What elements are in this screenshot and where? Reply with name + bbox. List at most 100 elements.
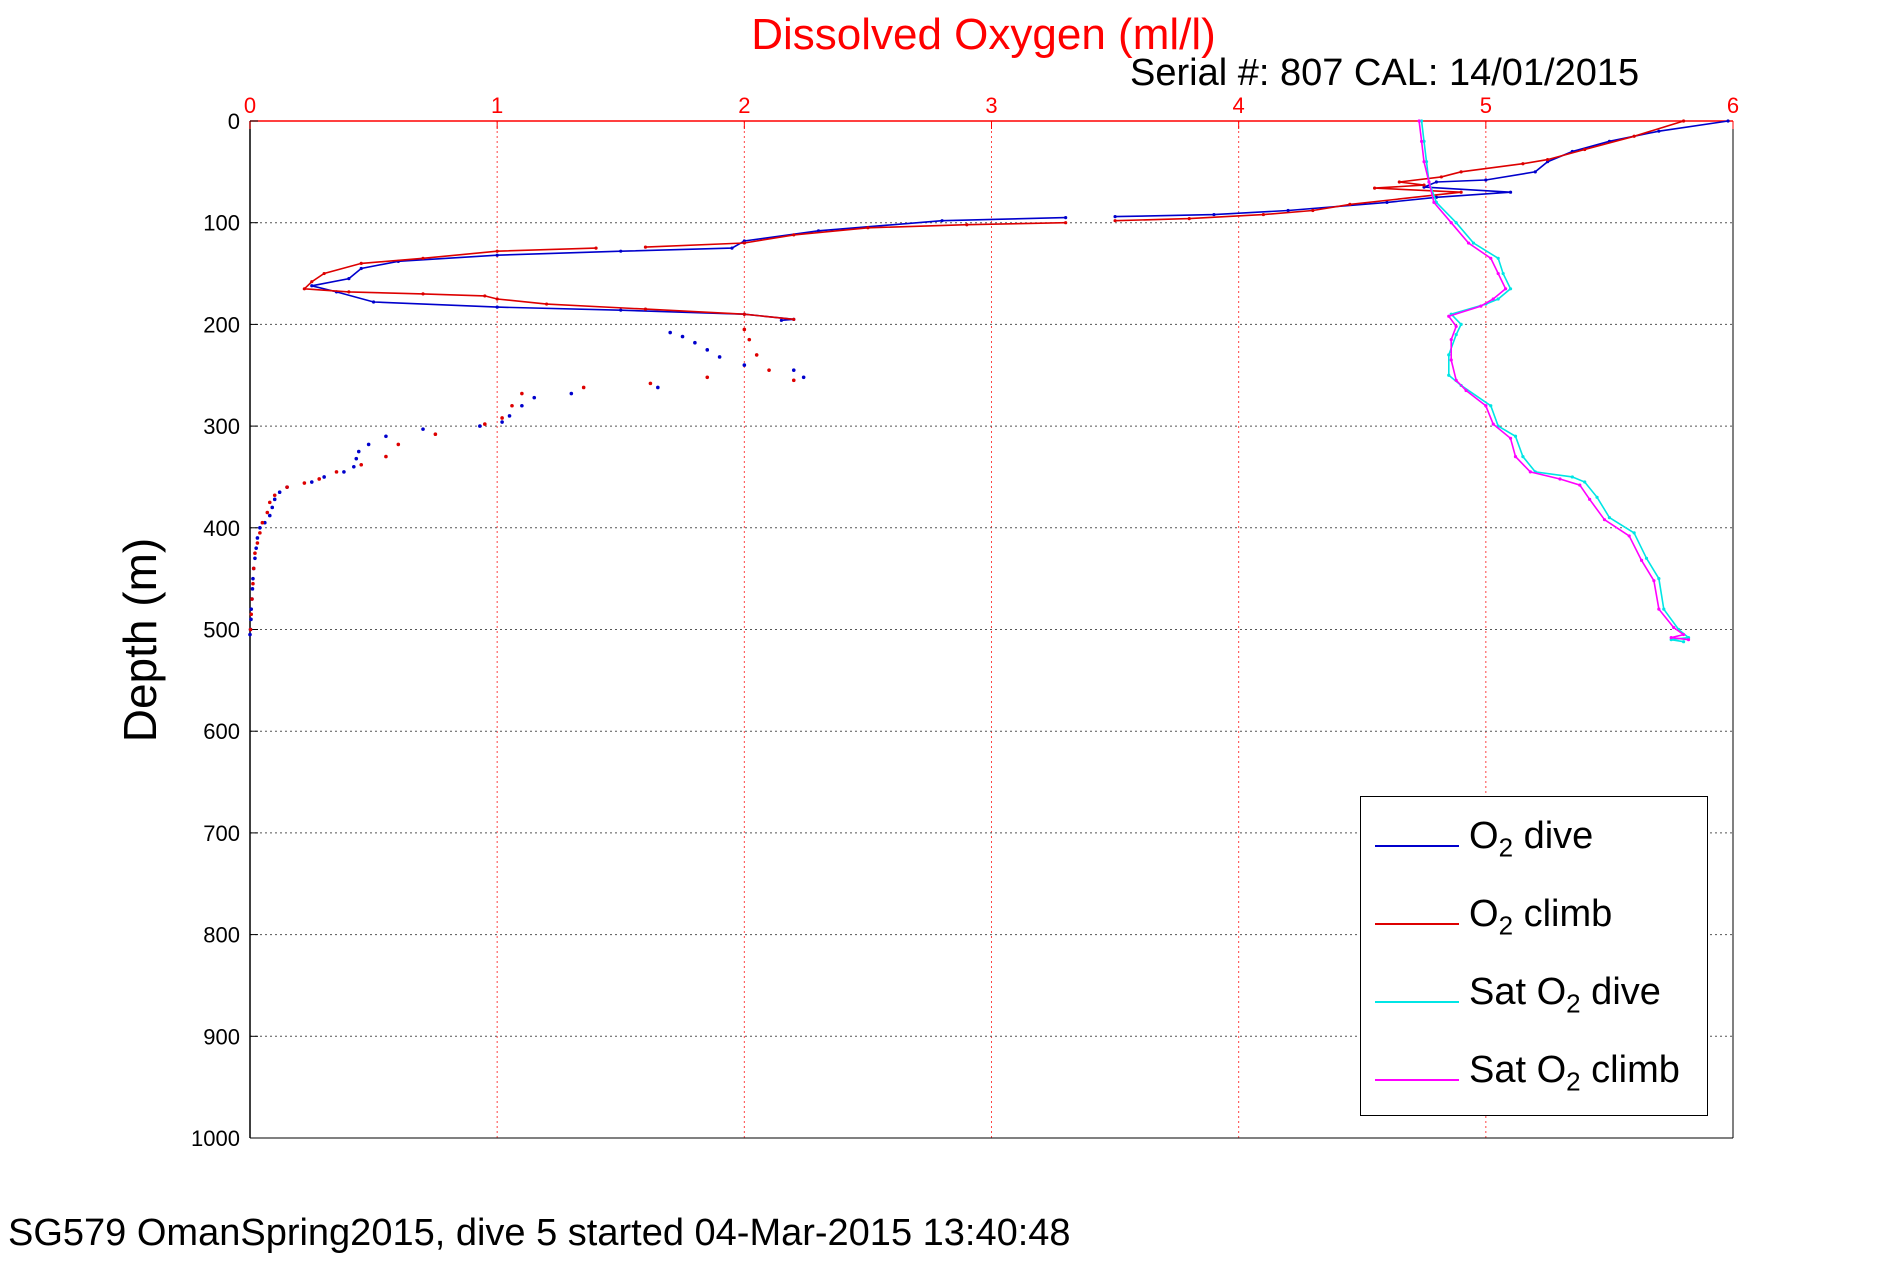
series-o2-dive-vertex-1-2: [816, 229, 821, 233]
y-tick-label-800: 800: [203, 923, 240, 948]
series-o2-dive-vertex-0-11: [1385, 200, 1389, 204]
series-o2-dive-point-22: [322, 475, 326, 479]
y-tick-label-300: 300: [203, 414, 240, 439]
series-sat-o2-climb-vertex-0-0: [1417, 119, 1421, 123]
series-o2-climb-vertex-0-12: [1311, 208, 1315, 213]
series-sat-o2-dive-vertex-0-26: [1607, 516, 1612, 520]
series-o2-dive-point-12: [507, 414, 512, 418]
series-sat-o2-climb-vertex-0-3: [1427, 180, 1431, 184]
series-o2-climb-point-18: [302, 481, 307, 485]
series-o2-climb-point-29: [250, 597, 254, 601]
series-o2-climb-point-11: [483, 422, 487, 426]
series-sat-o2-dive-vertex-0-16: [1447, 373, 1451, 377]
series-sat-o2-dive-vertex-0-14: [1454, 332, 1458, 337]
series-o2-dive-point-28: [267, 513, 272, 518]
series-o2-dive-point-11: [520, 403, 524, 408]
series-o2-climb-vertex-2-11: [545, 302, 549, 306]
y-tick-label-200: 200: [203, 312, 240, 337]
series-o2-dive-vertex-0-12: [1286, 208, 1290, 213]
series-sat-o2-dive-vertex-0-13: [1459, 322, 1463, 326]
series-o2-climb-vertex-2-0: [594, 246, 598, 250]
legend-item-sat-o2-climb: Sat O2 climb: [1361, 1037, 1707, 1097]
series-sat-o2-climb-vertex-0-24: [1578, 483, 1582, 487]
series-o2-climb-vertex-2-9: [483, 294, 487, 298]
series-o2-climb-vertex-0-3: [1546, 158, 1550, 162]
series-o2-climb-vertex-0-2: [1583, 147, 1587, 152]
y-tick-label-600: 600: [203, 719, 240, 744]
series-o2-dive-vertex-0-0: [1726, 119, 1730, 123]
series-sat-o2-dive-vertex-0-2: [1424, 160, 1429, 164]
serial-calibration-text: Serial #: 807 CAL: 14/01/2015: [1130, 52, 1640, 94]
series-o2-climb-vertex-2-10: [495, 297, 499, 301]
x-tick-label-0: 0: [244, 93, 256, 118]
series-o2-dive-point-33: [253, 556, 257, 561]
series-sat-o2-climb-vertex-0-18: [1484, 404, 1488, 408]
series-o2-climb-point-16: [334, 470, 339, 474]
series-sat-o2-climb-vertex-0-28: [1639, 558, 1644, 562]
series-o2-climb-vertex-0-15: [1113, 219, 1117, 223]
y-tick-label-900: 900: [203, 1024, 240, 1049]
series-o2-dive-point-36: [250, 587, 255, 591]
series-sat-o2-climb-vertex-0-22: [1528, 470, 1532, 474]
series-o2-climb-vertex-0-8: [1422, 183, 1426, 187]
series-o2-dive-point-41: [248, 632, 252, 637]
series-o2-dive-vertex-0-14: [1113, 214, 1117, 219]
series-o2-climb-vertex-2-2: [421, 256, 425, 260]
series-o2-climb-vertex-2-8: [421, 292, 425, 296]
series-o2-dive-vertex-0-1: [1657, 129, 1661, 133]
series-sat-o2-dive-vertex-0-0: [1419, 119, 1424, 123]
legend-item-o2-dive: O2 dive: [1361, 803, 1707, 863]
series-sat-o2-dive-vertex-0-6: [1471, 241, 1476, 245]
series-sat-o2-climb-vertex-0-4: [1432, 200, 1436, 204]
series-o2-dive-point-26: [272, 497, 277, 502]
series-o2-dive-vertex-0-9: [1508, 190, 1513, 194]
series-sat-o2-dive-vertex-0-27: [1632, 531, 1636, 535]
series-o2-dive-vertex-1-10: [310, 284, 314, 288]
series-o2-dive-point-14: [478, 424, 482, 428]
series-sat-o2-climb-vertex-0-2: [1422, 160, 1426, 164]
series-o2-climb-point-9: [510, 403, 514, 408]
series-o2-climb-vertex-2-5: [310, 280, 314, 284]
series-o2-climb-vertex-0-9: [1373, 186, 1377, 190]
series-sat-o2-climb-vertex-0-29: [1652, 579, 1656, 583]
series-sat-o2-climb-vertex-0-8: [1496, 271, 1500, 276]
series-o2-climb-point-5: [705, 375, 710, 380]
series-o2-dive-point-18: [356, 449, 361, 454]
series-o2-dive-point-5: [693, 340, 697, 345]
legend-swatch-sat-o2-dive: [1375, 1001, 1459, 1003]
series-sat-o2-climb-vertex-0-7: [1489, 256, 1493, 260]
series-o2-dive-point-25: [277, 490, 282, 495]
series-sat-o2-dive-vertex-0-15: [1447, 353, 1451, 357]
legend-swatch-o2-dive: [1375, 845, 1459, 847]
series-sat-o2-dive-vertex-0-18: [1489, 404, 1493, 408]
legend-label-sat-o2-climb: Sat O2 climb: [1469, 1049, 1680, 1097]
series-sat-o2-climb-vertex-0-30: [1657, 607, 1661, 611]
series-sat-o2-climb-vertex-0-26: [1602, 518, 1607, 522]
series-sat-o2-climb-vertex-0-21: [1513, 455, 1518, 459]
series-o2-dive-point-7: [668, 330, 672, 335]
legend-label-o2-climb: O2 climb: [1469, 893, 1613, 941]
series-o2-climb-point-0: [791, 378, 796, 383]
series-o2-climb-point-23: [260, 520, 265, 525]
series-o2-dive-vertex-1-1: [940, 219, 944, 223]
y-tick-label-500: 500: [203, 618, 240, 643]
series-sat-o2-climb-vertex-0-14: [1449, 338, 1453, 342]
series-sat-o2-climb-vertex-0-1: [1419, 139, 1424, 143]
series-o2-climb-point-4: [742, 327, 747, 332]
series-o2-climb-vertex-0-5: [1459, 170, 1463, 174]
series-o2-climb-point-25: [255, 541, 260, 545]
series-o2-climb-vertex-2-6: [302, 287, 306, 291]
y-tick-label-0: 0: [228, 109, 240, 134]
series-o2-dive-vertex-1-13: [495, 305, 499, 309]
series-sat-o2-dive-vertex-0-4: [1434, 200, 1438, 204]
series-o2-dive-point-6: [680, 334, 685, 339]
series-o2-dive-point-17: [366, 442, 371, 447]
series-sat-o2-climb-vertex-0-9: [1504, 287, 1508, 291]
series-sat-o2-climb-vertex-0-32: [1681, 632, 1686, 637]
series-sat-o2-dive-vertex-0-28: [1644, 556, 1649, 560]
series-o2-climb-point-13: [396, 442, 401, 447]
series-o2-dive-point-29: [263, 520, 267, 525]
series-o2-climb-vertex-2-13: [742, 312, 746, 316]
series-o2-climb-vertex-2-3: [359, 261, 363, 265]
series-o2-climb-vertex-0-4: [1521, 162, 1525, 166]
